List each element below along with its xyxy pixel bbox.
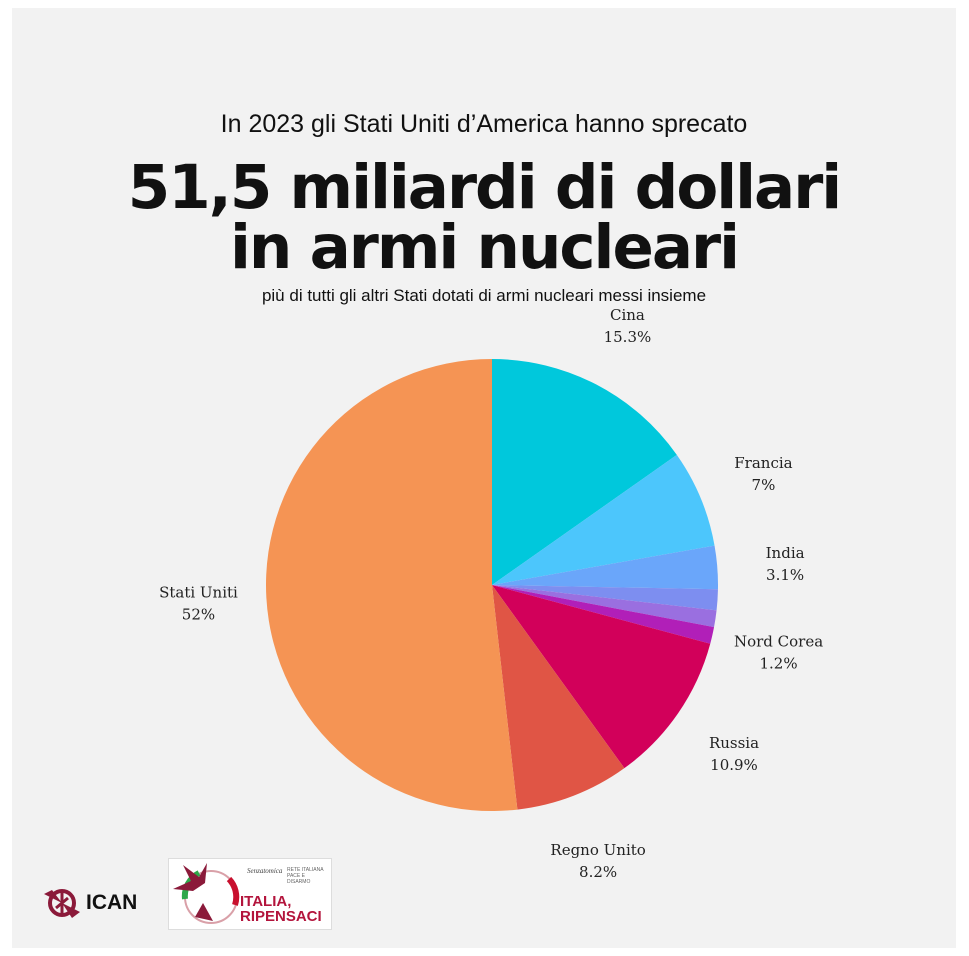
intro-text: In 2023 gli Stati Uniti d’America hanno … xyxy=(220,110,748,138)
pie-slice-francia xyxy=(492,454,715,585)
slice-value-regno-unito: 8.2% xyxy=(579,863,617,881)
pie-slice-nord-corea xyxy=(492,585,715,644)
italia-line-1: ITALIA, xyxy=(240,893,292,910)
senzatomica-tag: Senzatomica xyxy=(247,867,283,875)
slice-value-francia: 7% xyxy=(752,476,776,494)
slice-label-regno-unito: Regno Unito xyxy=(550,841,645,859)
pie-slice-regno-unito xyxy=(492,585,625,810)
slice-label-nord-corea: Nord Corea xyxy=(734,633,823,651)
pie-slice-unlabeled-3 xyxy=(492,585,718,611)
slice-label-cina: Cina xyxy=(610,306,645,324)
pie-chart: Cina 15.3% Francia 7% India 3.1% Nord Corea 1.2… xyxy=(159,306,823,881)
slice-label-russia: Russia xyxy=(709,734,759,752)
pie-slice-russia xyxy=(492,585,711,769)
italia-ripensaci-wordmark: ITALIA, RIPENSACI xyxy=(240,894,330,924)
slice-label-francia: Francia xyxy=(734,454,792,472)
pie-slice-unlabeled-4 xyxy=(492,585,717,628)
peace-star-icon xyxy=(173,863,240,924)
slice-value-russia: 10.9% xyxy=(710,756,758,774)
slice-value-cina: 15.3% xyxy=(604,328,652,346)
slice-value-stati-uniti: 52% xyxy=(182,606,215,624)
infographic-panel: In 2023 gli Stati Uniti d’America hanno … xyxy=(12,8,956,948)
italia-ripensaci-logo: Senzatomica RETE ITALIANA PACE E DISARMO… xyxy=(168,858,332,930)
headline-line-2: in armi nucleari xyxy=(230,212,740,283)
slice-value-nord-corea: 1.2% xyxy=(760,655,798,673)
slice-value-india: 3.1% xyxy=(766,566,804,584)
ican-wordmark: ICAN xyxy=(86,891,138,914)
headline: 51,5 miliardi di dollari in armi nuclear… xyxy=(12,152,956,283)
ican-logo: ICAN xyxy=(42,886,137,920)
italia-line-2: RIPENSACI xyxy=(240,908,322,925)
slice-label-stati-uniti: Stati Uniti xyxy=(159,584,238,602)
slice-label-india: India xyxy=(766,544,805,562)
dove-icon xyxy=(44,889,80,918)
rete-pace-tag: RETE ITALIANA PACE E DISARMO xyxy=(287,867,324,885)
headline-line-1: 51,5 miliardi di dollari xyxy=(127,152,842,223)
subtitle: più di tutti gli altri Stati dotati di a… xyxy=(261,286,707,305)
pie-slice-india xyxy=(492,545,718,590)
pie-slice-stati-uniti xyxy=(265,359,518,812)
pie-slice-cina xyxy=(492,359,677,585)
